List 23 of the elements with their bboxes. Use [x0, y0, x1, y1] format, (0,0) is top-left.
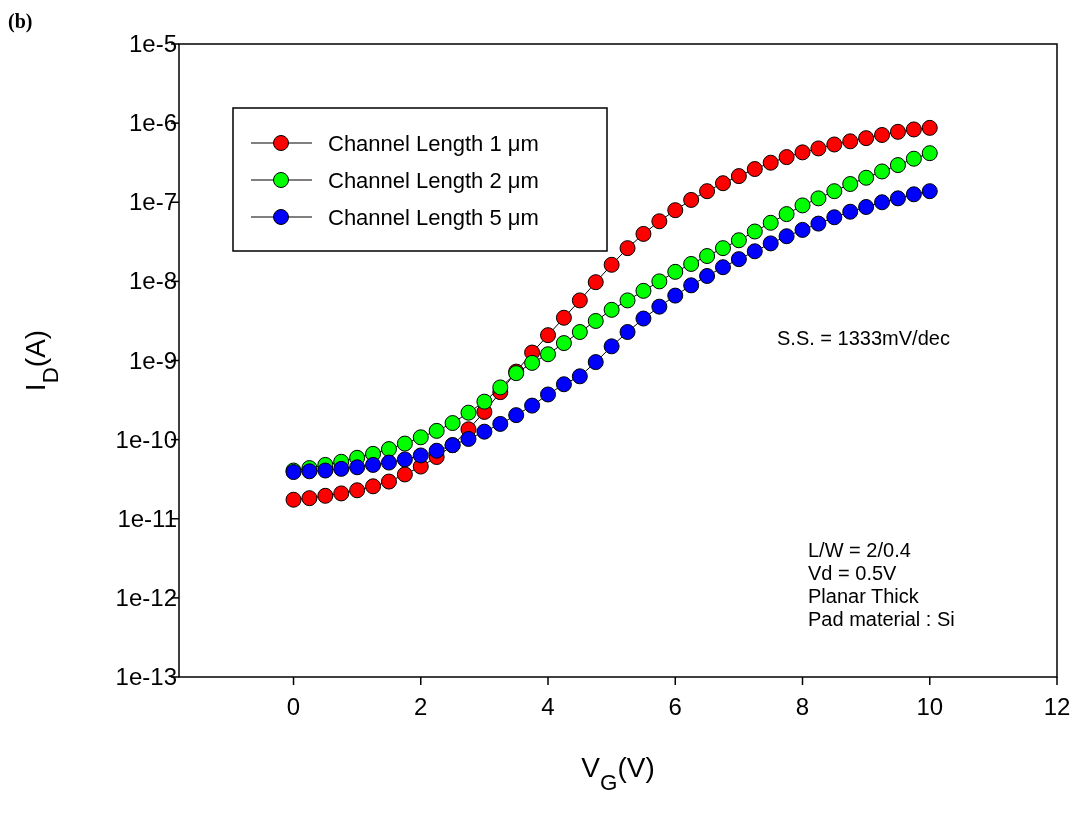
x-tick-label: 12 — [1043, 693, 1071, 720]
y-tick-label: 1e-12 — [115, 583, 177, 611]
legend-label: Channel Length 5 μm — [328, 205, 539, 230]
x-tick-label: 6 — [668, 693, 682, 720]
y-tick-label: 1e-8 — [128, 267, 177, 295]
y-tick-label: 1e-5 — [128, 30, 177, 57]
annotation: L/W = 2/0.4 Vd = 0.5V Planar Thick Pad material : Si — [808, 539, 955, 630]
x-tick-label: 0 — [286, 693, 301, 720]
x-axis-title: V$_{G}$(V) — [581, 752, 655, 795]
y-tick-label: 1e-10 — [115, 425, 177, 453]
annotation: S.S. = 1333mV/dec — [777, 327, 950, 349]
y-tick-label: 1e-11 — [117, 504, 177, 532]
legend-label: Channel Length 2 μm — [328, 168, 539, 193]
y-tick-label: 1e-6 — [128, 109, 177, 137]
chart-title: (b) — [8, 10, 33, 33]
x-tick-label: 2 — [414, 693, 428, 720]
y-tick-label: 1e-7 — [128, 188, 177, 216]
x-tick-label: 4 — [541, 693, 555, 720]
y-tick-label: 1e-13 — [115, 663, 177, 690]
x-tick-label: 10 — [916, 693, 944, 720]
y-tick-label: 1e-9 — [128, 346, 177, 374]
legend-label: Channel Length 1 μm — [328, 131, 539, 156]
x-tick-label: 8 — [795, 693, 810, 720]
